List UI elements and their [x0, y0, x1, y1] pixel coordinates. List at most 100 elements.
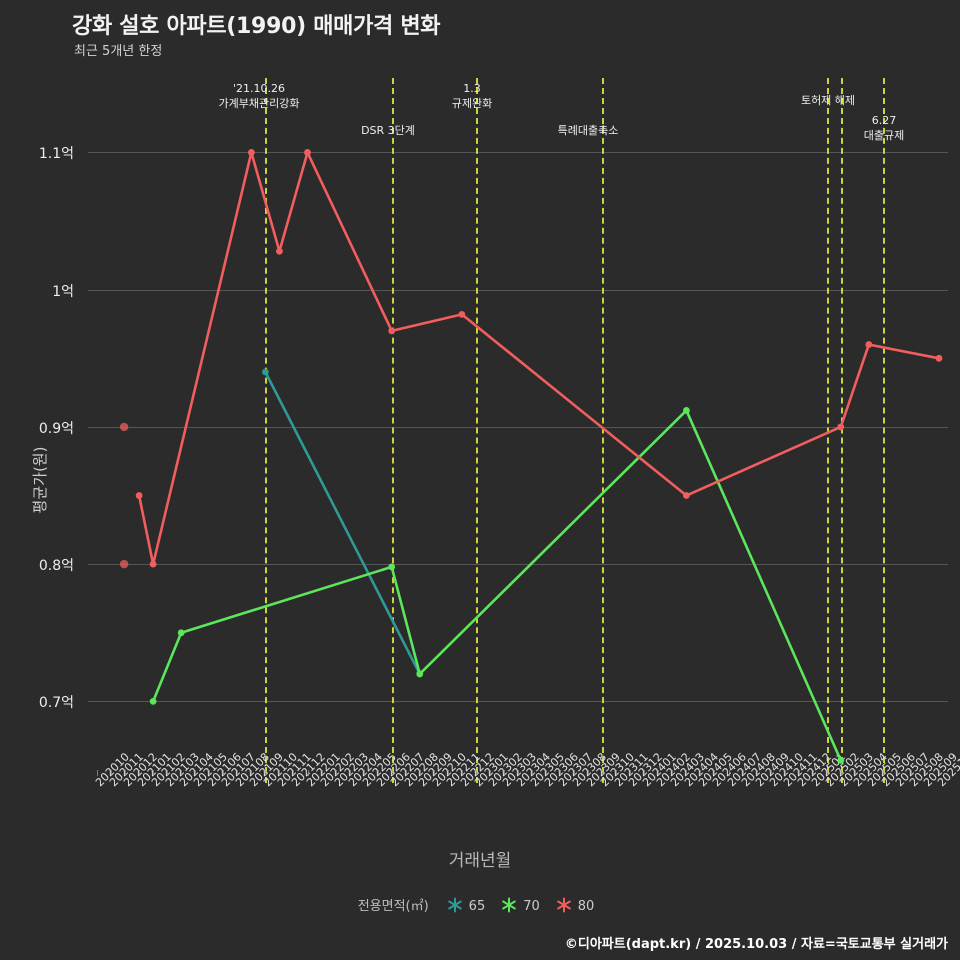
x-tick [125, 770, 127, 776]
isolated-data-point[interactable] [119, 559, 129, 569]
x-tick [882, 770, 884, 776]
legend-item-70[interactable]: 70 [501, 897, 540, 917]
x-tick [714, 770, 716, 776]
legend-marker-icon [447, 897, 463, 917]
x-tick [560, 770, 562, 776]
x-tick [349, 770, 351, 776]
data-point[interactable] [149, 697, 157, 705]
y-tick-label: 0.9억 [38, 420, 74, 437]
legend-label: 70 [523, 899, 540, 914]
x-tick [321, 770, 323, 776]
legend-label: 80 [577, 899, 595, 914]
annotation-label: 토허제 해제 [800, 94, 856, 107]
x-tick [153, 770, 155, 776]
legend-item-65[interactable]: 65 [447, 897, 486, 917]
x-tick [770, 770, 772, 776]
gridline [88, 701, 948, 703]
x-tick [518, 770, 519, 776]
x-tick [139, 770, 141, 776]
x-tick [868, 770, 870, 776]
x-tick [812, 770, 814, 776]
x-tick [377, 770, 379, 776]
data-point[interactable] [149, 560, 157, 568]
plot-area: 202010 202011 202012 202101 202102 202103 2021… [88, 78, 960, 789]
x-tick [854, 770, 856, 776]
series-70 [149, 407, 845, 764]
data-point[interactable] [837, 756, 845, 764]
x-tick [307, 770, 309, 776]
event-line [265, 78, 268, 783]
data-point[interactable] [837, 423, 845, 431]
x-tick [363, 770, 365, 776]
footer-credit: ©디아파트(dapt.kr) / 2025.10.03 / 자료=국토교통부 실… [564, 937, 948, 952]
x-tick [237, 770, 239, 776]
data-point[interactable] [388, 327, 396, 335]
x-tick [658, 770, 660, 776]
x-tick [447, 770, 449, 776]
data-point[interactable] [388, 563, 396, 571]
x-tick [335, 770, 337, 776]
annotation-label: 6.27 대출규제 [863, 114, 905, 142]
y-tick-label: 1억 [52, 283, 74, 300]
x-tick [111, 770, 113, 776]
data-point[interactable] [304, 149, 311, 156]
gridline [88, 564, 948, 566]
data-point[interactable] [247, 149, 255, 156]
isolated-data-point[interactable] [119, 422, 129, 432]
annotation-label: DSR 3단계 [361, 124, 415, 137]
series-line [151, 409, 843, 762]
annotation-label: 특례대출축소 [557, 124, 619, 137]
series-80 [119, 149, 943, 569]
gridline [88, 152, 948, 154]
x-tick [588, 770, 590, 776]
x-tick [840, 770, 842, 776]
legend-item-80[interactable]: 80 [556, 897, 595, 917]
series-line [264, 370, 422, 676]
series-line [137, 151, 941, 566]
event-line [391, 78, 394, 783]
x-tick [419, 770, 421, 776]
legend[interactable]: 전용면적(㎡) 65 70 80 [0, 895, 960, 917]
data-point[interactable] [276, 247, 283, 255]
x-axis-label: 거래년월 [448, 851, 512, 871]
x-tick [798, 770, 800, 776]
y-tick-label: 0.7억 [38, 695, 74, 712]
data-point[interactable] [683, 492, 690, 499]
x-tick [756, 770, 758, 776]
legend-marker-icon [501, 897, 517, 917]
x-tick [223, 770, 225, 776]
x-tick [433, 770, 435, 776]
data-point[interactable] [865, 341, 873, 348]
x-tick [391, 770, 393, 776]
data-point[interactable] [416, 670, 424, 678]
y-axis-label: 평균가(원) [30, 446, 49, 514]
event-line [602, 78, 605, 783]
x-tick [532, 770, 534, 776]
x-tick [630, 770, 632, 776]
gridline [88, 289, 948, 291]
x-tick [489, 770, 491, 776]
event-line [826, 78, 829, 783]
annotation-label: '21.10.26 가계부채관리강화 [218, 82, 300, 110]
data-point[interactable] [683, 407, 690, 414]
data-point[interactable] [935, 354, 943, 362]
legend-label: 65 [468, 899, 486, 914]
x-tick [686, 770, 688, 776]
data-point[interactable] [177, 629, 185, 637]
x-tick [896, 770, 898, 776]
series-layer [119, 149, 943, 764]
y-tick-label: 0.8억 [38, 558, 74, 575]
x-tick [826, 770, 828, 776]
x-tick [167, 770, 169, 776]
chart-subtitle: 최근 5개년 한정 [74, 44, 163, 59]
event-line [475, 78, 478, 783]
series-65 [262, 368, 424, 678]
x-tick [910, 770, 912, 776]
data-point[interactable] [458, 310, 466, 318]
data-point[interactable] [135, 492, 143, 499]
x-tick [574, 770, 576, 776]
chart-title: 강화 설호 아파트(1990) 매매가격 변화 [72, 14, 441, 39]
data-point[interactable] [262, 368, 269, 376]
x-tick [742, 770, 744, 776]
